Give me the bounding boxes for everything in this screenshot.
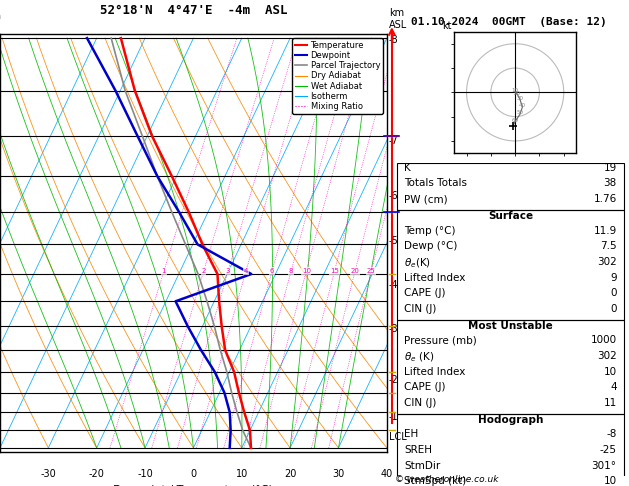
Text: SREH: SREH (404, 445, 432, 455)
Text: 10: 10 (603, 476, 616, 486)
Text: Surface: Surface (488, 211, 533, 222)
Text: 60: 60 (511, 118, 519, 122)
Text: 11: 11 (603, 398, 616, 408)
Bar (398, 210, 623, 320)
Text: 0: 0 (610, 304, 616, 314)
Text: 4: 4 (610, 382, 616, 392)
Text: -8: -8 (389, 35, 398, 45)
Text: hPa: hPa (0, 12, 1, 21)
Text: K: K (404, 163, 411, 173)
Text: Most Unstable: Most Unstable (468, 321, 553, 331)
Text: 2: 2 (201, 268, 206, 274)
Text: -5: -5 (389, 236, 399, 246)
Text: -3: -3 (389, 324, 398, 334)
Text: 20: 20 (350, 268, 360, 274)
Text: CIN (J): CIN (J) (404, 398, 437, 408)
Text: PW (cm): PW (cm) (404, 194, 448, 204)
Text: 40: 40 (519, 103, 526, 108)
Text: EH: EH (404, 429, 418, 439)
Text: 7.5: 7.5 (600, 241, 616, 251)
Text: 10: 10 (302, 268, 311, 274)
Text: 4: 4 (244, 268, 248, 274)
Text: 50: 50 (516, 110, 523, 115)
Text: 1: 1 (162, 268, 166, 274)
Text: Pressure (mb): Pressure (mb) (404, 335, 477, 345)
Text: 15: 15 (330, 268, 339, 274)
Bar (398, 320, 623, 414)
Text: km
ASL: km ASL (389, 8, 407, 30)
Text: 8: 8 (289, 268, 293, 274)
Text: $\theta_e$ (K): $\theta_e$ (K) (404, 351, 435, 364)
Legend: Temperature, Dewpoint, Parcel Trajectory, Dry Adiabat, Wet Adiabat, Isotherm, Mi: Temperature, Dewpoint, Parcel Trajectory… (292, 38, 382, 114)
Text: Dewp (°C): Dewp (°C) (404, 241, 458, 251)
Text: -7: -7 (389, 136, 399, 146)
Text: -8: -8 (606, 429, 616, 439)
Text: -2: -2 (389, 375, 399, 385)
Text: -30: -30 (40, 469, 56, 479)
Text: 10: 10 (603, 366, 616, 377)
Text: 30: 30 (332, 469, 345, 479)
Text: 9: 9 (610, 273, 616, 282)
Text: 3: 3 (226, 268, 230, 274)
Text: Lifted Index: Lifted Index (404, 273, 465, 282)
Text: $\theta_e$(K): $\theta_e$(K) (404, 257, 431, 270)
Text: 301°: 301° (592, 461, 616, 470)
Text: 0: 0 (191, 469, 196, 479)
Text: 302: 302 (597, 257, 616, 267)
Text: Totals Totals: Totals Totals (404, 178, 467, 189)
Text: CAPE (J): CAPE (J) (404, 288, 446, 298)
Text: CIN (J): CIN (J) (404, 304, 437, 314)
Text: kt: kt (442, 21, 452, 31)
Text: Hodograph: Hodograph (478, 415, 543, 425)
Text: -25: -25 (599, 445, 616, 455)
Text: 0: 0 (610, 288, 616, 298)
Text: 1.76: 1.76 (593, 194, 616, 204)
Text: Lifted Index: Lifted Index (404, 366, 465, 377)
Text: -6: -6 (389, 191, 398, 201)
Text: 20: 20 (284, 469, 296, 479)
Text: 40: 40 (381, 469, 393, 479)
Text: 20: 20 (514, 91, 521, 96)
Text: 01.10.2024  00GMT  (Base: 12): 01.10.2024 00GMT (Base: 12) (411, 17, 607, 27)
Bar (398, 414, 623, 486)
Text: 10: 10 (236, 469, 248, 479)
Text: 52°18'N  4°47'E  -4m  ASL: 52°18'N 4°47'E -4m ASL (99, 4, 287, 17)
Bar (398, 163, 623, 210)
Text: -1: -1 (389, 412, 398, 422)
Text: LCL: LCL (389, 432, 406, 442)
Text: StmSpd (kt): StmSpd (kt) (404, 476, 467, 486)
Text: 1000: 1000 (591, 335, 616, 345)
Text: 30: 30 (516, 96, 523, 101)
Text: Temp (°C): Temp (°C) (404, 226, 456, 236)
Text: StmDir: StmDir (404, 461, 440, 470)
Text: 19: 19 (603, 163, 616, 173)
Text: © weatheronline.co.uk: © weatheronline.co.uk (395, 474, 499, 484)
Text: 38: 38 (603, 178, 616, 189)
Text: -20: -20 (89, 469, 104, 479)
Text: 6: 6 (270, 268, 274, 274)
Text: 11.9: 11.9 (593, 226, 616, 236)
Text: -10: -10 (137, 469, 153, 479)
Text: 25: 25 (367, 268, 376, 274)
Text: -4: -4 (389, 280, 398, 290)
Text: 10: 10 (511, 88, 519, 93)
Text: CAPE (J): CAPE (J) (404, 382, 446, 392)
Text: 302: 302 (597, 351, 616, 361)
